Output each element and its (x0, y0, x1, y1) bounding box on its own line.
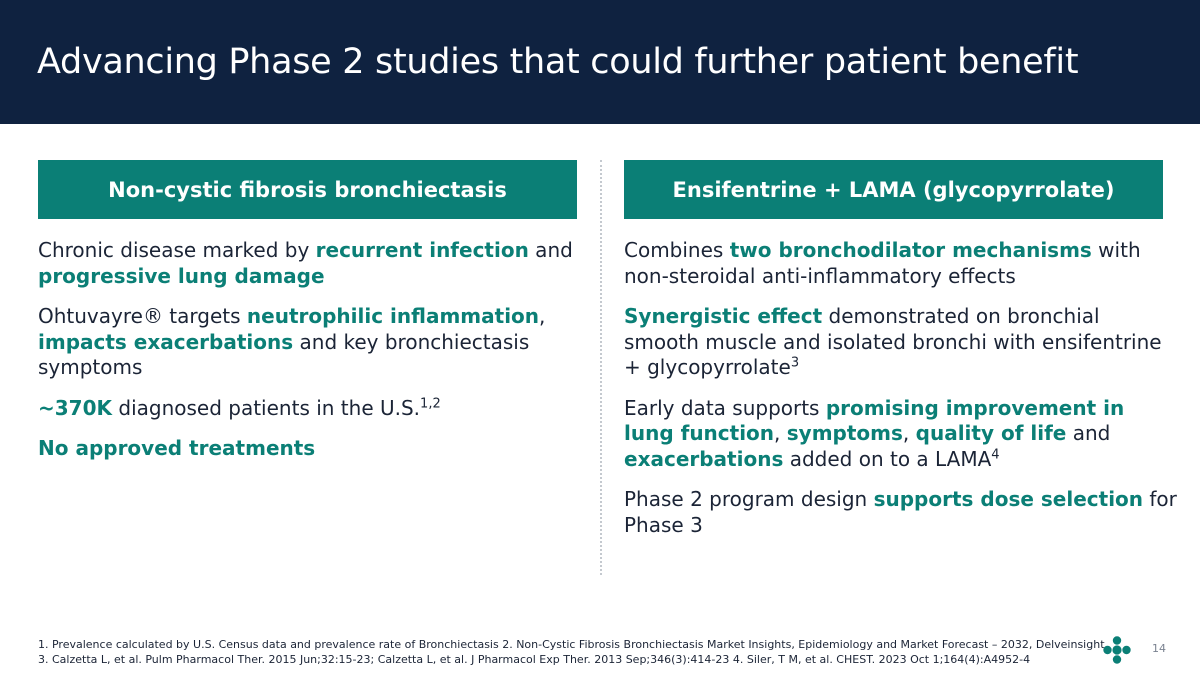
left-paragraph-3: ~370K diagnosed patients in the U.S.1,2 (38, 396, 588, 422)
footnote-ref: 1,2 (420, 395, 441, 411)
left-paragraph-4: No approved treatments (38, 436, 588, 462)
text: diagnosed patients in the U.S. (112, 395, 421, 420)
footnotes: 1. Prevalence calculated by U.S. Census … (38, 638, 1138, 667)
text: and (1066, 421, 1111, 445)
left-column-header: Non-cystic fibrosis bronchiectasis (38, 160, 577, 219)
column-divider (600, 160, 602, 575)
text: Early data supports (624, 395, 826, 420)
footnote-ref: 4 (991, 446, 1000, 462)
highlight: supports dose selection (873, 487, 1144, 511)
page-number: 14 (1152, 642, 1166, 655)
text: , (539, 304, 546, 328)
left-paragraph-2: Ohtuvayre® targets neutrophilic inflamma… (38, 304, 588, 381)
text: Chronic disease marked by (38, 238, 316, 262)
right-paragraph-3: Early data supports promising improvemen… (624, 396, 1179, 473)
right-column-body: Combines two bronchodilator mechanisms w… (624, 238, 1179, 553)
left-column-body: Chronic disease marked by recurrent infe… (38, 238, 588, 477)
right-paragraph-4: Phase 2 program design supports dose sel… (624, 487, 1179, 538)
footnote-line-2: 3. Calzetta L, et al. Pulm Pharmacol The… (38, 652, 1031, 666)
right-paragraph-2: Synergistic effect demonstrated on bronc… (624, 304, 1179, 381)
highlight: ~370K (38, 395, 113, 420)
highlight: Synergistic effect (624, 304, 823, 328)
text: and (528, 238, 573, 262)
highlight: neutrophilic inflammation (246, 304, 540, 328)
company-logo-icon (1103, 636, 1131, 664)
footnote-line-1: 1. Prevalence calculated by U.S. Census … (38, 638, 1105, 651)
text: for Phase 3 (624, 487, 1177, 537)
highlight: two bronchodilator mechanisms (729, 238, 1092, 262)
highlight: recurrent infection (315, 238, 529, 262)
footnote-ref: 3 (790, 355, 800, 371)
text: added on to a LAMA (783, 446, 992, 471)
highlight: exacerbations (624, 446, 784, 471)
slide-title: Advancing Phase 2 studies that could fur… (37, 42, 1079, 82)
highlight: symptoms (786, 421, 903, 445)
highlight: impacts exacerbations (38, 329, 294, 354)
right-paragraph-1: Combines two bronchodilator mechanisms w… (624, 238, 1179, 289)
title-bar: Advancing Phase 2 studies that could fur… (0, 0, 1200, 124)
text: , (774, 421, 787, 445)
highlight: progressive lung damage (38, 263, 325, 288)
highlight: promising improvement in lung function (624, 395, 1125, 446)
right-column-header: Ensifentrine + LAMA (glycopyrrolate) (624, 160, 1163, 219)
text: Combines (624, 238, 730, 262)
text: Ohtuvayre® targets (38, 304, 247, 328)
highlight: No approved treatments (38, 436, 316, 460)
text: Phase 2 program design (624, 487, 874, 511)
highlight: quality of life (915, 421, 1067, 445)
left-paragraph-1: Chronic disease marked by recurrent infe… (38, 238, 588, 289)
text: demonstrated on bronchial smooth muscle … (624, 304, 1162, 379)
text: , (902, 421, 916, 445)
text: and key bronchiectasis symptoms (38, 329, 530, 380)
text: with non-steroidal anti-inflammatory eff… (624, 238, 1141, 288)
